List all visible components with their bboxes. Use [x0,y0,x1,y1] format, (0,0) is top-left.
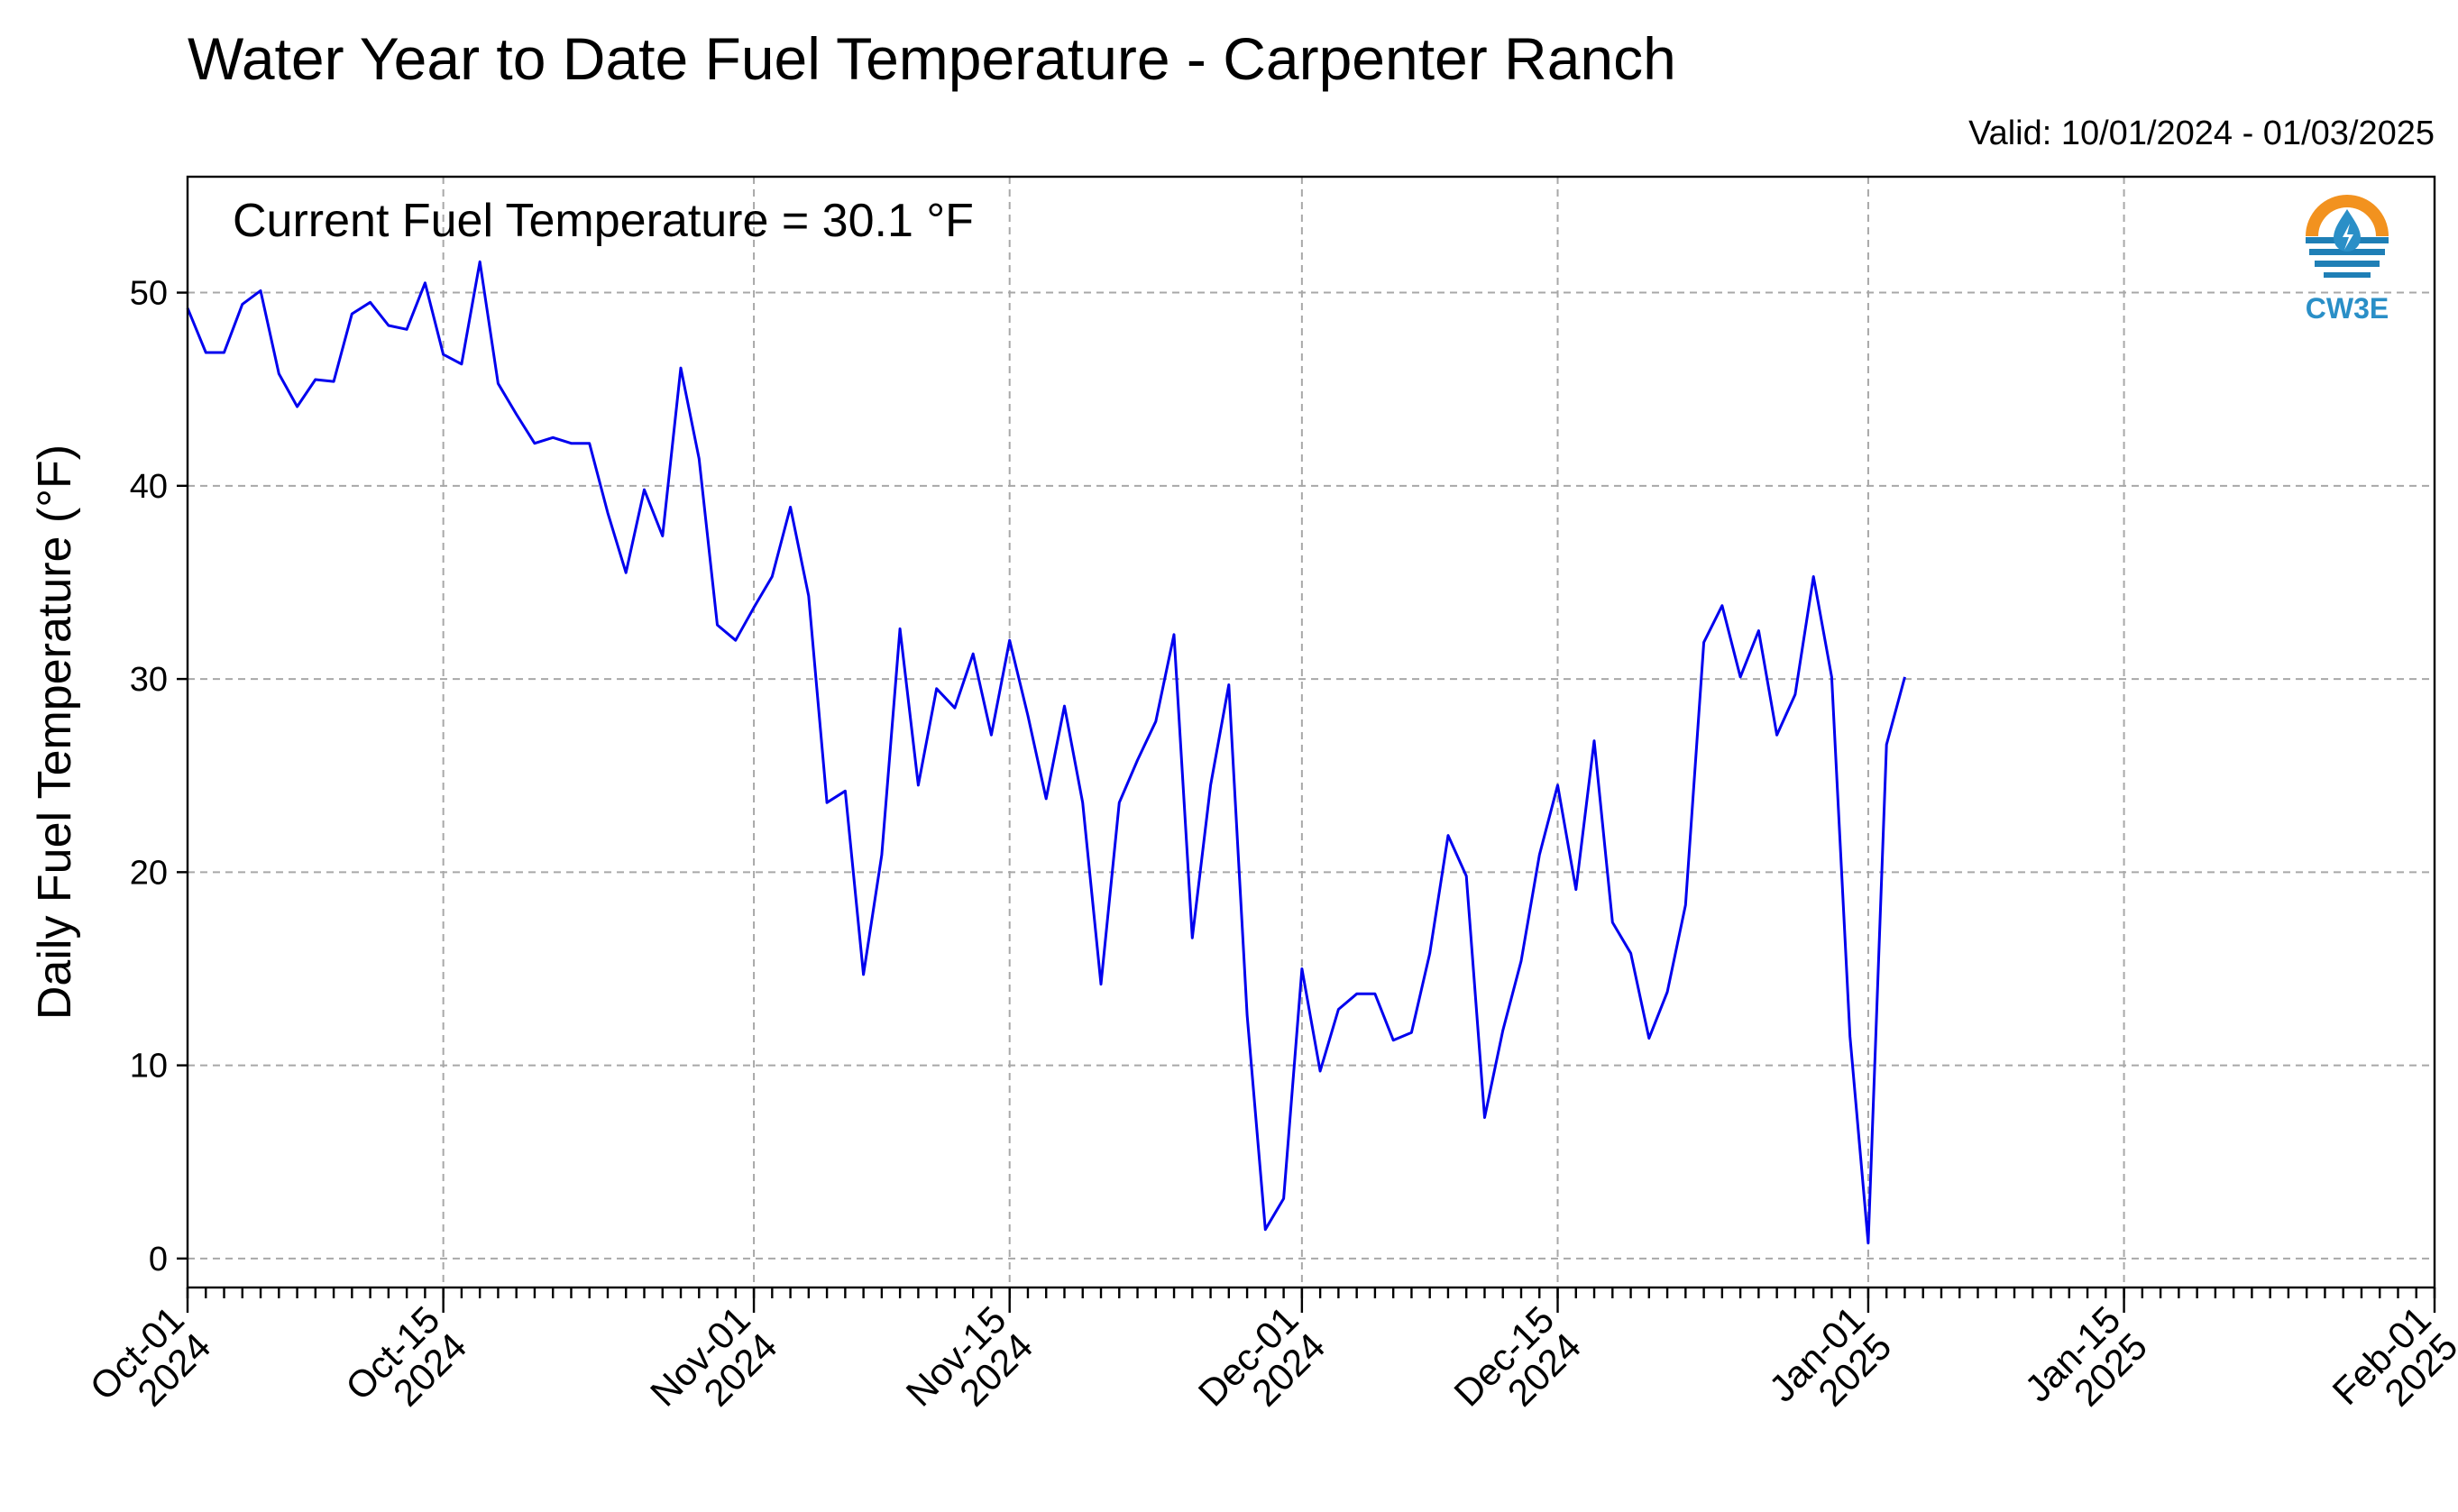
y-tick-label: 40 [130,468,168,506]
series-line [186,260,1906,1245]
y-tick-labels: 0 10 20 30 40 50 [130,275,168,1278]
axis-ticks [177,291,2436,1313]
valid-range: Valid: 10/01/2024 - 01/03/2025 [1968,115,2435,152]
plot-frame [186,175,2436,1289]
y-tick-label: 30 [130,661,168,699]
y-tick-label: 0 [149,1241,168,1278]
grid-lines [188,177,2435,1287]
y-tick-label: 10 [130,1048,168,1086]
chart-title: Water Year to Date Fuel Temperature - Ca… [188,25,1676,92]
cw3e-logo: CW3E [2301,195,2393,325]
y-tick-label: 20 [130,854,168,892]
y-tick-label: 50 [130,275,168,313]
y-axis-label: Daily Fuel Temperature (°F) [29,444,81,1020]
current-value-annotation: Current Fuel Temperature = 30.1 °F [233,195,974,247]
cw3e-logo-text: CW3E [2306,292,2389,325]
series-group [186,260,1906,1245]
cw3e-logo-icon [2301,195,2393,290]
